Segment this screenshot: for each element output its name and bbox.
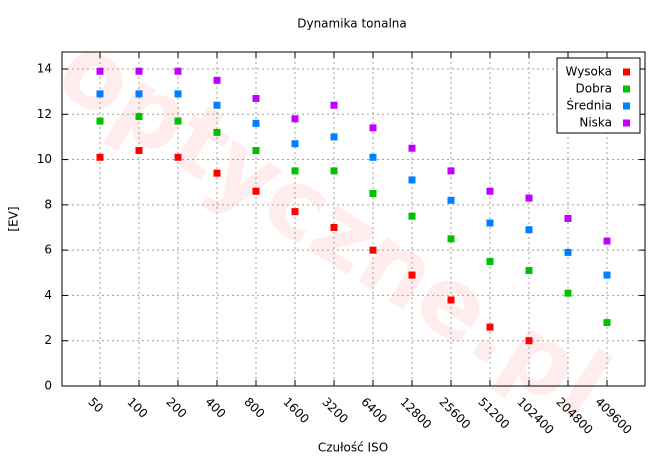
point bbox=[96, 90, 104, 98]
legend-label: Średnia bbox=[566, 98, 612, 113]
point bbox=[408, 144, 416, 152]
point bbox=[291, 208, 299, 216]
point bbox=[408, 271, 416, 279]
y-tick-label: 4 bbox=[44, 288, 52, 302]
point bbox=[135, 147, 143, 155]
point bbox=[96, 67, 104, 75]
x-tick-label: 409600 bbox=[592, 395, 634, 437]
point bbox=[447, 235, 455, 243]
legend-marker bbox=[623, 85, 630, 93]
x-tick-label: 12800 bbox=[397, 395, 434, 432]
legend-label: Niska bbox=[579, 116, 612, 130]
x-tick-label: 6400 bbox=[358, 395, 389, 426]
point bbox=[525, 267, 533, 275]
x-axis-label: Czułość ISO bbox=[318, 441, 388, 455]
point bbox=[174, 90, 182, 98]
y-tick-label: 0 bbox=[44, 379, 52, 393]
point bbox=[447, 167, 455, 175]
point bbox=[408, 176, 416, 184]
y-tick-label: 6 bbox=[44, 243, 52, 257]
point bbox=[135, 113, 143, 121]
legend-marker bbox=[623, 119, 630, 127]
y-tick-label: 12 bbox=[37, 107, 52, 121]
point bbox=[96, 153, 104, 161]
plot-frame bbox=[61, 51, 646, 387]
point bbox=[174, 117, 182, 125]
point bbox=[486, 257, 494, 265]
point bbox=[135, 90, 143, 98]
point bbox=[330, 223, 338, 231]
point bbox=[291, 167, 299, 175]
point bbox=[213, 101, 221, 109]
legend-label: Wysoka bbox=[566, 65, 612, 79]
point bbox=[447, 296, 455, 304]
chart-title: Dynamika tonalna bbox=[297, 17, 407, 31]
x-tick-label: 25600 bbox=[436, 395, 473, 432]
point bbox=[369, 246, 377, 254]
x-tick-label: 1600 bbox=[280, 395, 311, 426]
point bbox=[291, 115, 299, 123]
point bbox=[486, 219, 494, 227]
point bbox=[564, 248, 572, 256]
point bbox=[603, 271, 611, 279]
point bbox=[330, 167, 338, 175]
point bbox=[213, 169, 221, 177]
point bbox=[252, 94, 260, 102]
legend-marker bbox=[623, 68, 630, 76]
x-tick-label: 800 bbox=[241, 395, 267, 421]
point bbox=[447, 196, 455, 204]
point bbox=[486, 323, 494, 331]
point bbox=[252, 119, 260, 127]
point bbox=[369, 190, 377, 198]
point bbox=[603, 237, 611, 245]
point bbox=[96, 117, 104, 125]
point bbox=[174, 67, 182, 75]
x-tick-label: 50 bbox=[85, 395, 106, 416]
x-tick-label: 400 bbox=[202, 395, 228, 421]
legend-label: Dobra bbox=[576, 82, 613, 96]
point bbox=[369, 153, 377, 161]
x-tick-label: 200 bbox=[163, 395, 189, 421]
point bbox=[564, 289, 572, 297]
point bbox=[252, 187, 260, 195]
point bbox=[174, 153, 182, 161]
point bbox=[330, 133, 338, 141]
point bbox=[213, 76, 221, 84]
point bbox=[252, 147, 260, 155]
point bbox=[564, 214, 572, 222]
point bbox=[135, 67, 143, 75]
point bbox=[525, 337, 533, 345]
point bbox=[603, 319, 611, 327]
point bbox=[369, 124, 377, 132]
point bbox=[408, 212, 416, 220]
x-tick-label: 3200 bbox=[319, 395, 350, 426]
point bbox=[213, 128, 221, 136]
y-tick-label: 10 bbox=[37, 152, 52, 166]
x-tick-label: 100 bbox=[124, 395, 150, 421]
y-tick-label: 14 bbox=[37, 61, 52, 75]
point bbox=[486, 187, 494, 195]
y-tick-label: 2 bbox=[44, 333, 52, 347]
point bbox=[330, 101, 338, 109]
y-axis-label: [EV] bbox=[7, 206, 21, 231]
point bbox=[525, 226, 533, 234]
point bbox=[525, 194, 533, 202]
legend-marker bbox=[623, 102, 630, 110]
point bbox=[291, 140, 299, 148]
y-tick-label: 8 bbox=[44, 197, 52, 211]
